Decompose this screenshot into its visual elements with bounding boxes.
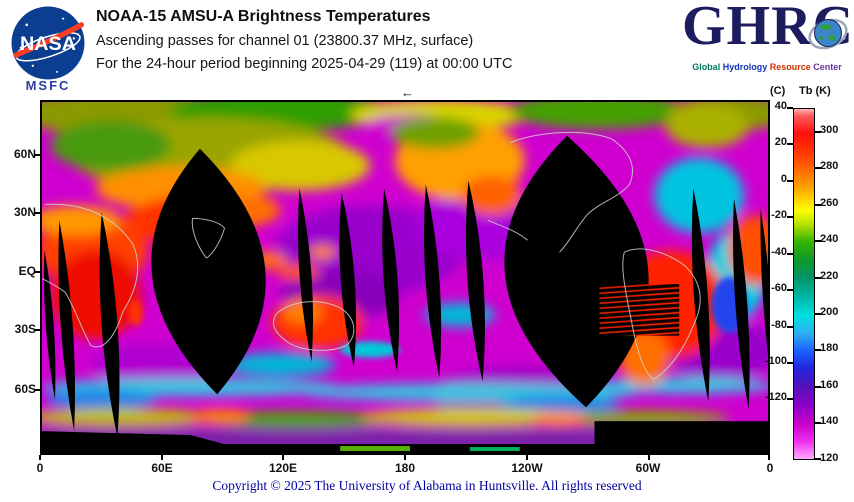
ghrc-caption-word: Center <box>813 62 842 72</box>
header-title-block: NOAA-15 AMSU-A Brightness Temperatures A… <box>96 8 656 79</box>
longitude-label: 0 <box>36 461 44 475</box>
latitude-label: 60S <box>14 382 36 396</box>
tick-mark <box>404 455 406 460</box>
kelvin-tick-label: 200 <box>820 306 839 318</box>
tick-mark <box>815 458 821 460</box>
colorbar-kelvin-header: Tb (K) <box>799 85 831 97</box>
tick-mark <box>787 398 793 400</box>
nasa-swoosh-icon <box>13 22 85 58</box>
celsius-tick-label: -80 <box>771 319 787 331</box>
msfc-label: MSFC <box>25 78 71 93</box>
copyright-notice: Copyright © 2025 The University of Alaba… <box>212 478 642 493</box>
globe-icon <box>808 18 848 50</box>
kelvin-tick-label: 120 <box>820 452 839 464</box>
kelvin-tick-label: 160 <box>820 379 839 391</box>
coastlines <box>41 131 701 381</box>
ghrc-logo: GHRC Global Hydrology Resource Center <box>682 0 853 80</box>
longitude-label: 60W <box>635 461 661 475</box>
tick-mark <box>34 329 40 331</box>
tick-mark <box>648 455 650 460</box>
tick-mark <box>39 455 41 460</box>
page-title: NOAA-15 AMSU-A Brightness Temperatures <box>96 8 431 25</box>
tick-mark <box>815 131 821 133</box>
tick-mark <box>768 455 770 460</box>
kelvin-tick-label: 280 <box>820 160 839 172</box>
tick-mark <box>787 289 793 291</box>
tick-mark <box>161 455 163 460</box>
tick-mark <box>815 240 821 242</box>
longitude-label: 120W <box>511 461 543 475</box>
celsius-tick-label: 20 <box>774 136 787 148</box>
celsius-tick-label: -120 <box>764 391 787 403</box>
left-arrow-icon: ← <box>401 85 414 100</box>
latitude-label: 30N <box>13 205 36 219</box>
tick-mark <box>787 216 793 218</box>
scanline-artifact <box>599 283 680 336</box>
kelvin-tick-label: 220 <box>820 270 839 282</box>
latitude-label: EQ <box>18 264 36 278</box>
tick-mark <box>34 389 40 391</box>
latitude-label: 30S <box>14 322 36 336</box>
celsius-tick-label: 0 <box>780 173 787 185</box>
ghrc-caption-word: Hydrology <box>722 62 768 72</box>
kelvin-tick-label: 240 <box>820 233 839 245</box>
longitude-label: 60E <box>151 461 173 475</box>
ghrc-caption-word: Resource <box>769 62 811 72</box>
celsius-tick-label: -100 <box>764 355 787 367</box>
antarctic-fragment <box>469 447 520 452</box>
tick-mark <box>815 277 821 279</box>
tick-mark <box>815 167 821 169</box>
ghrc-caption: Global Hydrology Resource Center <box>682 62 852 72</box>
longitude-label: 180 <box>394 461 416 475</box>
tick-mark <box>815 349 821 351</box>
kelvin-tick-label: 140 <box>820 415 839 427</box>
nasa-wordmark: NASA <box>20 33 76 55</box>
tick-mark <box>787 326 793 328</box>
tick-mark <box>815 422 821 424</box>
longitude-label: 120E <box>268 461 298 475</box>
colorbar-celsius-header: (C) <box>770 85 786 97</box>
tick-mark <box>787 253 793 255</box>
kelvin-tick-label: 260 <box>820 197 839 209</box>
longitude-label: 0 <box>766 461 774 475</box>
tick-mark <box>787 143 793 145</box>
missing-data-swaths <box>44 135 769 438</box>
map-plot-area <box>40 100 770 455</box>
tick-mark <box>526 455 528 460</box>
tick-mark <box>34 154 40 156</box>
celsius-tick-label: -20 <box>771 209 787 221</box>
map-frame <box>41 101 769 454</box>
tick-mark <box>815 386 821 388</box>
ghrc-caption-word: Global <box>692 62 721 72</box>
kelvin-tick-label: 300 <box>820 124 839 136</box>
kelvin-tick-label: 180 <box>820 342 839 354</box>
brightness-temperature-map <box>41 101 769 454</box>
colorbar-gradient <box>793 108 815 460</box>
antarctic-fragment <box>340 446 410 452</box>
tick-mark <box>282 455 284 460</box>
nasa-logo: NASA <box>11 6 85 80</box>
latitude-label: 60N <box>13 147 36 161</box>
tick-mark <box>787 107 793 109</box>
period-subtitle: For the 24-hour period beginning 2025-04… <box>96 56 513 72</box>
tick-mark <box>34 271 40 273</box>
tick-mark <box>815 204 821 206</box>
tick-mark <box>815 313 821 315</box>
channel-subtitle: Ascending passes for channel 01 (23800.3… <box>96 33 474 49</box>
celsius-tick-label: -40 <box>771 246 787 258</box>
celsius-tick-label: -60 <box>771 282 787 294</box>
tick-mark <box>787 362 793 364</box>
tick-mark <box>34 212 40 214</box>
tick-mark <box>787 180 793 182</box>
celsius-tick-label: 40 <box>774 100 787 112</box>
